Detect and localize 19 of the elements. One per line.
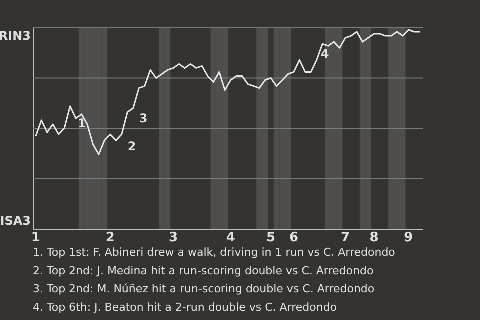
x-tick-label: 4 <box>226 230 236 246</box>
x-tick-label: 5 <box>266 230 276 246</box>
x-tick-label: 9 <box>404 230 414 246</box>
x-tick-label: 7 <box>341 230 350 246</box>
annotation: 2 <box>128 140 136 154</box>
x-tick-label: 8 <box>370 230 379 246</box>
x-tick-label: 3 <box>168 230 178 246</box>
x-tick-label: 2 <box>106 230 115 246</box>
text: RIN3 <box>0 29 31 43</box>
text: 1. Top 1st: F. Abineri drew a walk, driving in 1 run vs C. Arredondo <box>33 246 396 259</box>
text: 2. Top 2nd: J. Medina hit a run-scoring double vs C. Arredondo <box>33 264 374 278</box>
annotation: 4 <box>320 47 330 62</box>
annotation: 1 <box>78 116 86 130</box>
annotation: 3 <box>139 111 148 126</box>
x-tick-label: 1 <box>31 230 40 246</box>
x-tick-label: 6 <box>289 230 298 246</box>
text: 3. Top 2nd: M. Núñez hit a run-scoring double vs C. Arredondo <box>33 282 375 296</box>
text: ISA3 <box>0 214 31 228</box>
text: 4. Top 6th: J. Beaton hit a 2-run double vs C. Arredondo <box>33 300 338 314</box>
